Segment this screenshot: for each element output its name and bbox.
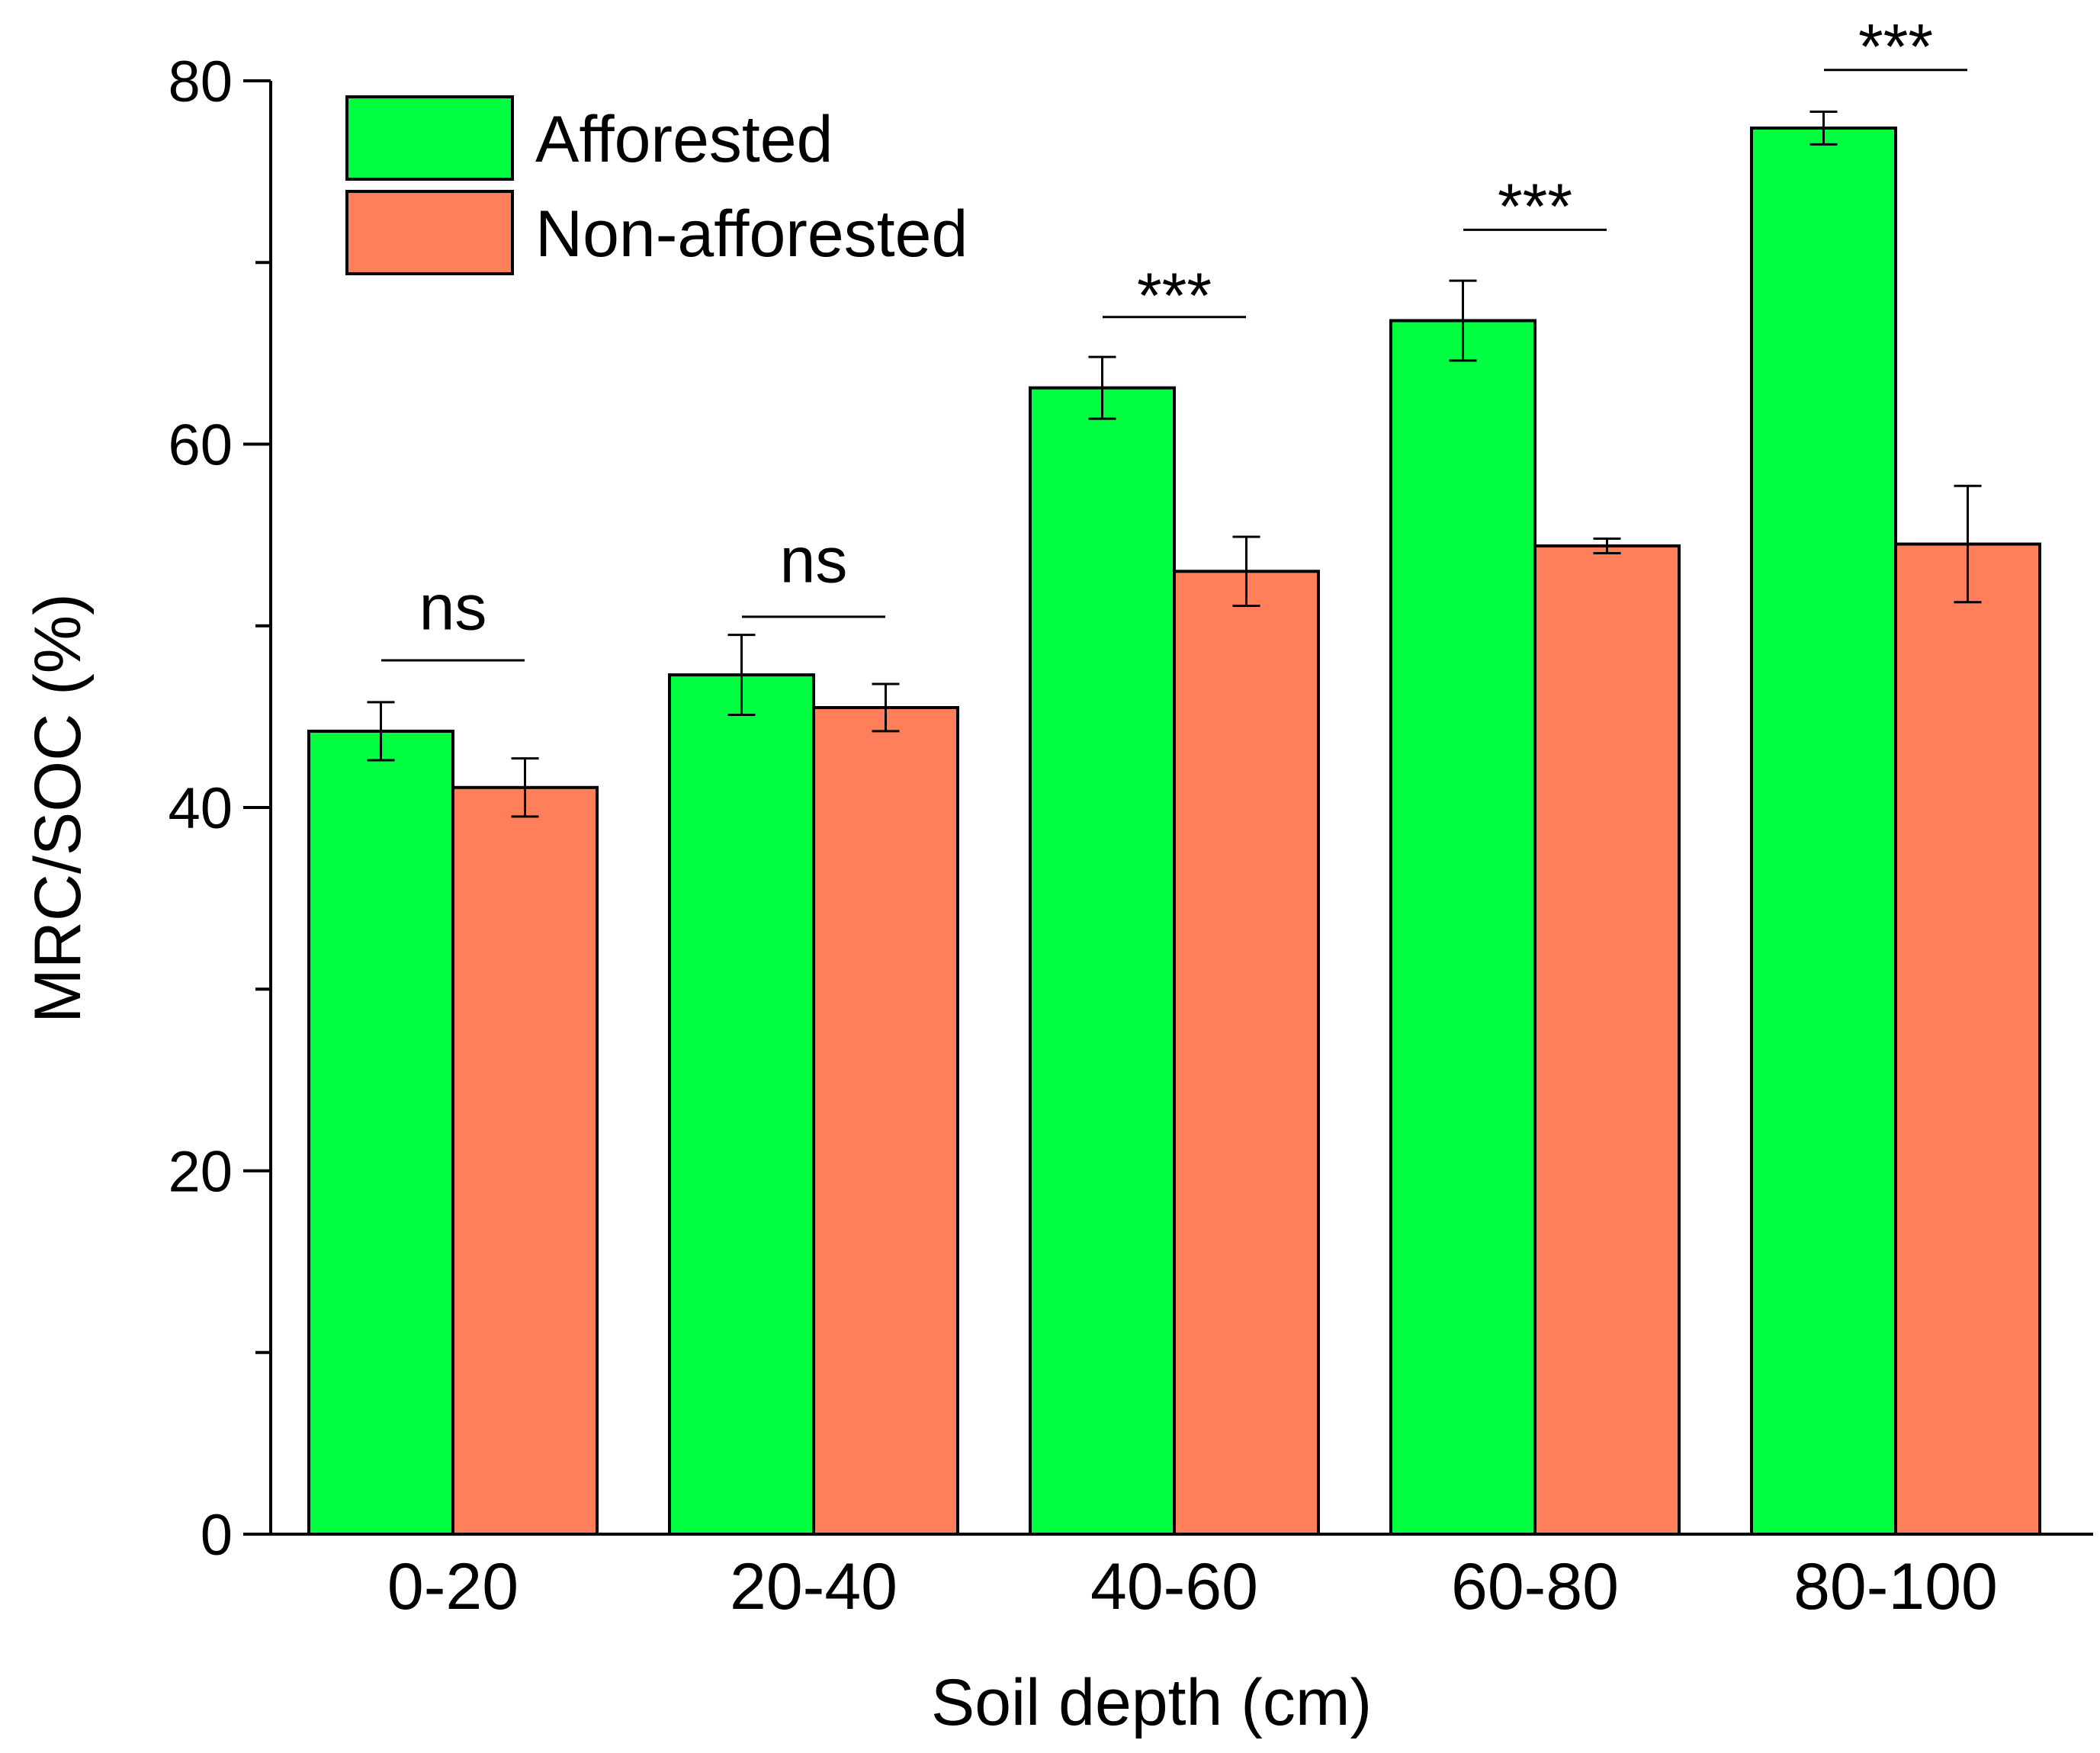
bar-afforested-80-100 — [1750, 126, 1897, 1536]
y-tick-label: 60 — [168, 413, 233, 478]
x-tick-label: 80-100 — [1793, 1550, 1998, 1623]
bar-afforested-20-40 — [668, 673, 815, 1536]
legend: Afforested Non-afforested — [345, 95, 968, 275]
plot-area: 0 20 40 60 80 0-20 ns 20-40 ns 40-60 *** 60-80 *** 80… — [168, 11, 2093, 1623]
x-tick-label: 0-20 — [387, 1550, 519, 1623]
bar-non-afforested-80-100 — [1894, 542, 2041, 1536]
x-tick-label: 60-80 — [1451, 1550, 1619, 1623]
bar-afforested-60-80 — [1389, 319, 1536, 1536]
x-tick-label: 20-40 — [730, 1550, 897, 1623]
bar-non-afforested-60-80 — [1533, 544, 1681, 1536]
bar-non-afforested-0-20 — [451, 785, 599, 1536]
x-tick-label: 40-60 — [1090, 1550, 1258, 1623]
bar-non-afforested-20-40 — [812, 705, 959, 1536]
significance-label: *** — [1498, 171, 1572, 242]
bar-afforested-40-60 — [1029, 386, 1176, 1536]
significance-label: *** — [1858, 11, 1933, 82]
significance-label: *** — [1137, 259, 1212, 331]
y-tick-label: 0 — [201, 1503, 233, 1568]
y-tick-label: 80 — [168, 50, 233, 114]
legend-label-afforested: Afforested — [535, 103, 833, 176]
x-axis-title: Soil depth (cm) — [931, 1666, 1372, 1739]
y-tick-label: 40 — [168, 776, 233, 841]
legend-label-non-afforested: Non-afforested — [535, 197, 968, 271]
y-axis-title: MRC/SOC (%) — [21, 593, 95, 1023]
significance-label: ns — [780, 525, 848, 596]
y-tick-label: 20 — [168, 1140, 233, 1205]
significance-label: ns — [419, 572, 487, 644]
bar-non-afforested-40-60 — [1173, 570, 1320, 1536]
bar-afforested-0-20 — [307, 729, 454, 1536]
legend-swatch-afforested — [345, 95, 514, 181]
legend-swatch-non-afforested — [345, 190, 514, 275]
